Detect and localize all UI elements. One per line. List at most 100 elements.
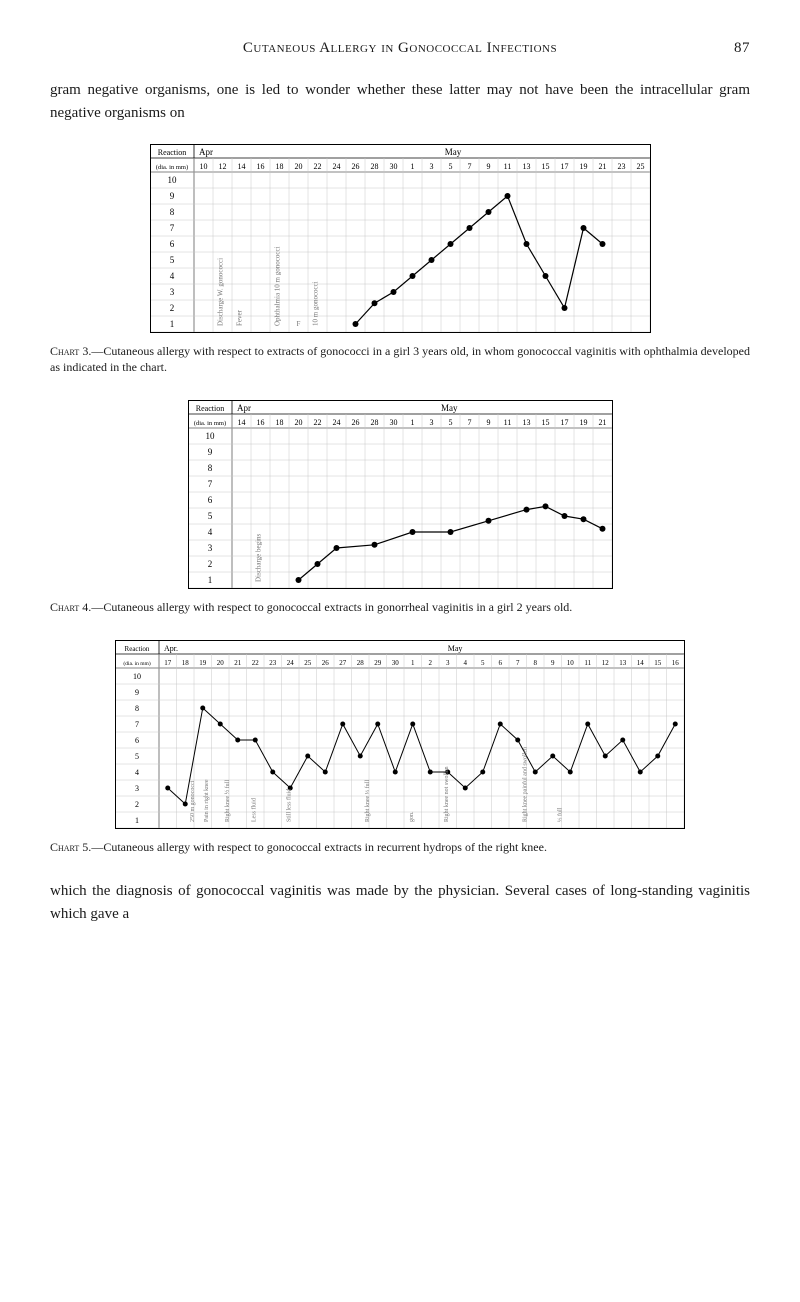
- svg-text:(dia. in mm): (dia. in mm): [155, 164, 187, 171]
- svg-text:Right knee painful and swollen: Right knee painful and swollen: [522, 747, 529, 822]
- svg-text:18: 18: [275, 162, 283, 171]
- svg-text:Reaction: Reaction: [195, 404, 223, 413]
- svg-text:5: 5: [448, 162, 452, 171]
- caption-5-lead: Chart 5.: [50, 840, 91, 854]
- svg-text:10: 10: [205, 431, 215, 441]
- svg-text:2: 2: [429, 659, 433, 667]
- svg-text:12: 12: [602, 659, 610, 667]
- svg-text:gon.: gon.: [409, 811, 415, 822]
- caption-4-text: —Cutaneous allergy with respect to gonoc…: [91, 600, 572, 614]
- svg-text:(dia. in mm): (dia. in mm): [193, 420, 225, 427]
- caption-3-lead: Chart 3.: [50, 344, 91, 358]
- svg-text:23: 23: [617, 162, 625, 171]
- svg-text:15: 15: [541, 162, 549, 171]
- svg-text:13: 13: [619, 659, 627, 667]
- svg-text:10: 10: [167, 175, 177, 185]
- svg-text:28: 28: [357, 659, 365, 667]
- svg-text:30: 30: [389, 418, 397, 427]
- running-head-text: Cutaneous Allergy in Gonococcal Infectio…: [243, 40, 557, 56]
- svg-text:25: 25: [304, 659, 312, 667]
- svg-text:Fever: Fever: [235, 309, 243, 326]
- svg-text:Ophthalmia 10 m gonococci: Ophthalmia 10 m gonococci: [273, 246, 281, 326]
- svg-text:26: 26: [322, 659, 330, 667]
- svg-text:Right knee not swollen: Right knee not swollen: [444, 766, 450, 822]
- svg-text:24: 24: [287, 659, 295, 667]
- svg-text:30: 30: [392, 659, 400, 667]
- svg-text:23: 23: [269, 659, 277, 667]
- svg-text:19: 19: [579, 162, 587, 171]
- svg-text:11: 11: [503, 418, 511, 427]
- svg-text:8: 8: [169, 207, 174, 217]
- svg-text:6: 6: [207, 495, 212, 505]
- svg-text:Right knee ½ full: Right knee ½ full: [224, 780, 231, 822]
- svg-text:Apr: Apr: [237, 403, 251, 413]
- caption-3-text: —Cutaneous allergy with respect to extra…: [50, 344, 750, 375]
- svg-text:Pain in right knee: Pain in right knee: [204, 779, 210, 822]
- svg-text:Less fluid: Less fluid: [250, 798, 257, 822]
- svg-text:7: 7: [516, 659, 520, 667]
- svg-text:8: 8: [207, 463, 212, 473]
- svg-text:3: 3: [446, 659, 450, 667]
- svg-text:26: 26: [351, 418, 359, 427]
- svg-text:13: 13: [522, 162, 530, 171]
- svg-text:19: 19: [579, 418, 587, 427]
- svg-text:10: 10: [199, 162, 207, 171]
- svg-text:20: 20: [294, 418, 302, 427]
- svg-text:May: May: [441, 403, 458, 413]
- svg-text:1: 1: [207, 575, 212, 585]
- svg-text:10 m gonococci: 10 m gonococci: [311, 281, 319, 326]
- svg-text:Right knee ⅓ full: Right knee ⅓ full: [364, 780, 371, 822]
- svg-text:Discharge W. gonococci: Discharge W. gonococci: [216, 257, 224, 325]
- svg-text:8: 8: [534, 659, 538, 667]
- svg-text:7: 7: [135, 720, 139, 729]
- caption-5: Chart 5.—Cutaneous allergy with respect …: [50, 839, 750, 856]
- svg-text:6: 6: [499, 659, 503, 667]
- svg-text:17: 17: [560, 162, 568, 171]
- svg-text:Apr: Apr: [199, 147, 213, 157]
- caption-3: Chart 3.—Cutaneous allergy with respect …: [50, 343, 750, 377]
- svg-text:5: 5: [481, 659, 485, 667]
- svg-text:21: 21: [598, 418, 606, 427]
- svg-text:2: 2: [207, 559, 212, 569]
- svg-text:24: 24: [332, 162, 340, 171]
- svg-text:Discharge begins: Discharge begins: [254, 534, 262, 583]
- svg-text:5: 5: [135, 752, 139, 761]
- svg-text:28: 28: [370, 418, 378, 427]
- svg-text:14: 14: [237, 162, 245, 171]
- svg-text:3: 3: [429, 162, 433, 171]
- svg-text:3: 3: [135, 784, 139, 793]
- chart-3: Reaction(dia. in mm)AprMay10121416182022…: [150, 144, 651, 333]
- svg-text:⅓ full: ⅓ full: [557, 807, 564, 822]
- svg-text:Apr.: Apr.: [164, 644, 178, 653]
- svg-text:1: 1: [135, 816, 139, 825]
- svg-text:9: 9: [207, 447, 212, 457]
- svg-text:3: 3: [169, 287, 174, 297]
- svg-text:5: 5: [169, 255, 174, 265]
- svg-text:4: 4: [207, 527, 212, 537]
- svg-text:1: 1: [169, 319, 174, 329]
- caption-5-text: —Cutaneous allergy with respect to gonoc…: [91, 840, 547, 854]
- svg-text:(dia. in mm): (dia. in mm): [123, 660, 151, 667]
- svg-text:21: 21: [234, 659, 242, 667]
- svg-text:22: 22: [252, 659, 260, 667]
- chart-4: Reaction(dia. in mm)AprMay14161820222426…: [188, 400, 613, 589]
- svg-text:22: 22: [313, 162, 321, 171]
- svg-text:17: 17: [560, 418, 568, 427]
- svg-text:May: May: [448, 644, 463, 653]
- svg-text:15: 15: [541, 418, 549, 427]
- svg-text:1: 1: [410, 162, 414, 171]
- running-head: Cutaneous Allergy in Gonococcal Infectio…: [50, 40, 750, 57]
- svg-text:8: 8: [135, 704, 139, 713]
- chart-5-wrap: Reaction(dia. in mm)Apr.May1718192021222…: [50, 640, 750, 829]
- svg-text:1: 1: [411, 659, 415, 667]
- svg-text:4: 4: [464, 659, 468, 667]
- svg-text:7: 7: [169, 223, 174, 233]
- svg-text:11: 11: [503, 162, 511, 171]
- svg-text:16: 16: [256, 162, 264, 171]
- chart-4-wrap: Reaction(dia. in mm)AprMay14161820222426…: [50, 400, 750, 589]
- svg-text:Reaction: Reaction: [125, 645, 150, 653]
- svg-text:Reaction: Reaction: [157, 148, 185, 157]
- svg-text:6: 6: [169, 239, 174, 249]
- body-para-2: which the diagnosis of gonococcal vagini…: [50, 880, 750, 927]
- svg-text:3: 3: [429, 418, 433, 427]
